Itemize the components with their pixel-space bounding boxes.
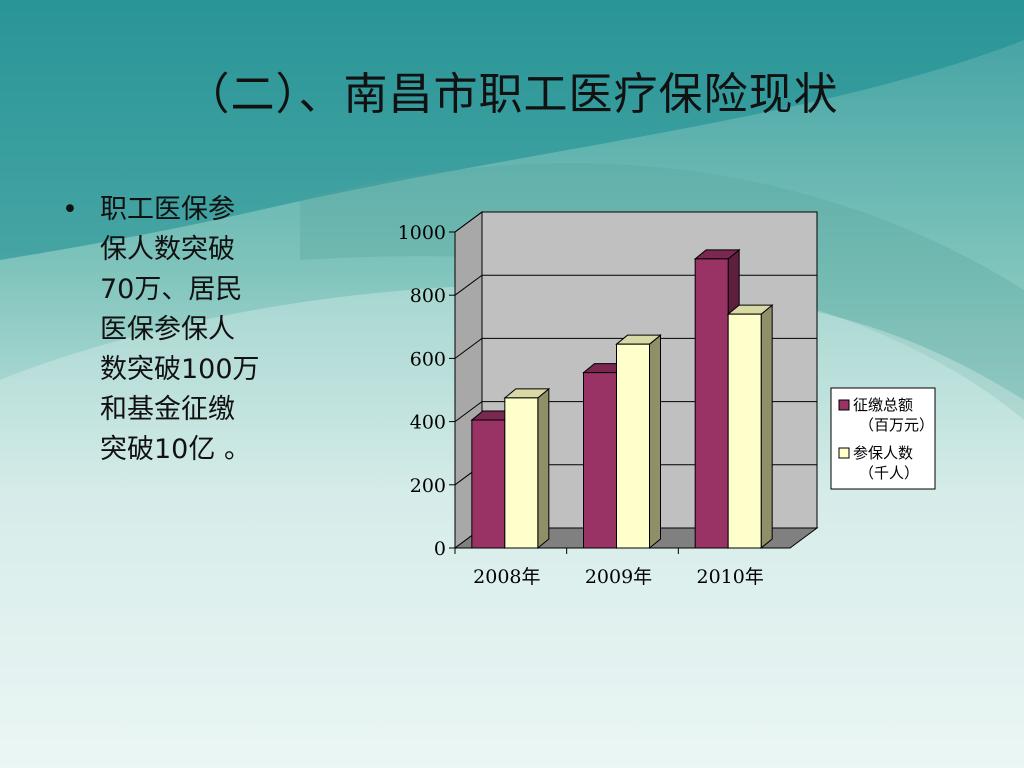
- legend-swatch: [838, 447, 850, 459]
- slide-title: （二）、南昌市职工医疗保险现状: [185, 69, 839, 120]
- y-tick-label: 0: [434, 538, 446, 560]
- bar-side: [760, 304, 773, 550]
- x-tick-label: 2008年: [473, 566, 540, 588]
- bullet-point-icon: •: [62, 194, 78, 225]
- bar-chart: 0 200 400 600 800 1000 2008年 2009年 2010年 征缴总额 （百万元…: [398, 211, 936, 588]
- legend-label: （百万元）: [859, 416, 934, 434]
- bar-side: [649, 334, 661, 550]
- legend-label: （千人）: [859, 464, 919, 482]
- legend-swatch: [838, 399, 850, 411]
- y-tick-label: 1000: [398, 222, 446, 244]
- y-tick-label: 600: [410, 348, 446, 370]
- bar: [583, 372, 617, 549]
- bar: [616, 343, 650, 549]
- legend-label: 参保人数: [853, 444, 913, 462]
- x-tick-label: 2010年: [696, 566, 763, 588]
- bar: [727, 313, 762, 549]
- bullet-text: 职工医保参 保人数突破 70万、居民 医保参保人 数突破100万 和基金征缴 突…: [100, 194, 260, 465]
- gridline: [454, 211, 817, 233]
- y-tick-label: 200: [410, 475, 446, 497]
- y-tick-label: 800: [410, 285, 446, 307]
- y-tick-label: 400: [410, 412, 446, 434]
- x-tick-label: 2009年: [585, 566, 652, 588]
- legend-label: 征缴总额: [853, 396, 913, 414]
- bar: [471, 419, 506, 549]
- bar: [694, 258, 729, 549]
- bar-side: [537, 387, 550, 550]
- bar: [504, 397, 539, 549]
